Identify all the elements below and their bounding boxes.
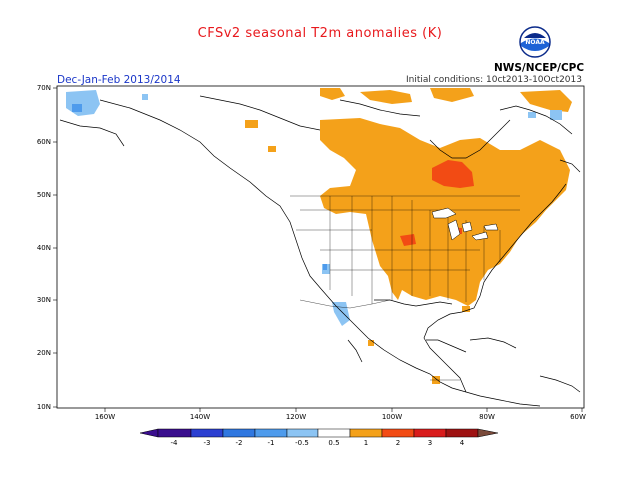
lat-label-40n: 40N xyxy=(37,244,51,252)
colorbar-label: -2 xyxy=(236,439,243,447)
lon-label-60w: 60W xyxy=(570,413,586,421)
colorbar-label: 0.5 xyxy=(328,439,339,447)
map-title: CFSv2 seasonal T2m anomalies (K) xyxy=(197,26,443,41)
colorbar-swatch xyxy=(190,428,224,438)
agency-label: NWS/NCEP/CPC xyxy=(494,62,585,74)
lon-label-160w: 160W xyxy=(95,413,115,421)
lat-label-60n: 60N xyxy=(37,138,51,146)
colorbar-label: 3 xyxy=(428,439,432,447)
coastlines xyxy=(59,95,581,407)
strong-warm-anomaly-region xyxy=(432,160,474,188)
colorbar-swatch xyxy=(349,428,383,438)
colorbar-label: -3 xyxy=(204,439,211,447)
lon-label-80w: 80W xyxy=(479,413,495,421)
initial-conditions-label: Initial conditions: 10ct2013-10Oct2013 xyxy=(406,75,582,85)
colorbar-label: 4 xyxy=(460,439,465,447)
svg-text:NOAA: NOAA xyxy=(525,39,545,46)
lon-label-100w: 100W xyxy=(382,413,402,421)
noaa-logo-icon: NOAA xyxy=(519,26,551,58)
colorbar-swatch xyxy=(317,428,351,438)
colorbar-swatch xyxy=(286,428,319,438)
political-borders xyxy=(290,195,520,381)
season-label: Dec-Jan-Feb 2013/2014 xyxy=(57,74,181,86)
colorbar-swatch xyxy=(222,428,256,438)
colorbar-left-arrow xyxy=(139,428,159,438)
colorbar-label: 2 xyxy=(396,439,400,447)
lat-label-20n: 20N xyxy=(37,349,51,357)
colorbar-swatch xyxy=(254,428,288,438)
colorbar-label: -0.5 xyxy=(295,439,309,447)
colorbar-label: -4 xyxy=(171,439,179,447)
lat-label-70n: 70N xyxy=(37,84,51,92)
colorbar-label: 1 xyxy=(364,439,368,447)
colorbar: -4 -3 -2 -1 -0.5 0.5 1 2 3 4 xyxy=(139,428,499,447)
colorbar-label: -1 xyxy=(268,439,275,447)
longitude-axis: 160W 140W 120W 100W 80W 60W xyxy=(95,408,586,421)
lat-label-30n: 30N xyxy=(37,296,51,304)
colorbar-swatch xyxy=(157,428,192,438)
colorbar-swatch xyxy=(381,428,415,438)
lon-label-120w: 120W xyxy=(286,413,306,421)
lat-label-50n: 50N xyxy=(37,191,51,199)
colorbar-swatch xyxy=(445,428,479,438)
latitude-axis: 70N 60N 50N 40N 30N 20N 10N xyxy=(37,84,57,411)
great-lakes xyxy=(431,207,499,241)
colorbar-swatch xyxy=(413,428,447,438)
colorbar-right-arrow xyxy=(477,428,499,438)
lon-label-140w: 140W xyxy=(190,413,210,421)
lat-label-10n: 10N xyxy=(37,403,51,411)
